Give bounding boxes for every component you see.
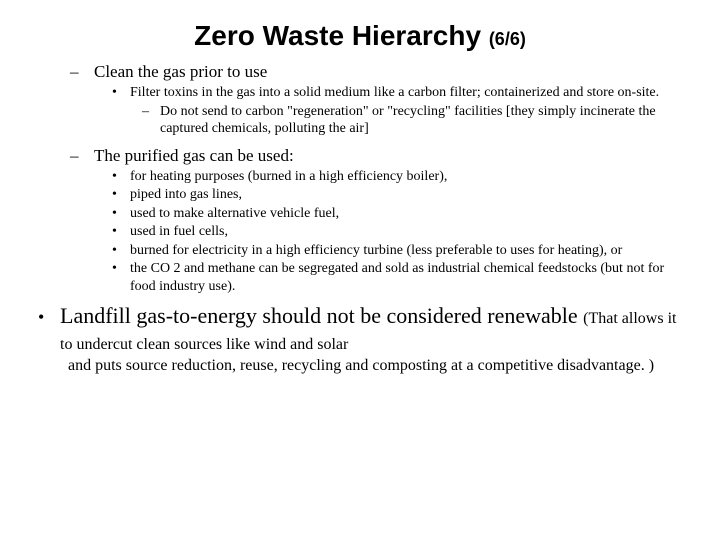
list-item-label: Landfill gas-to-energy should not be con…	[60, 303, 690, 356]
landfill-main-text: Landfill gas-to-energy should not be con…	[60, 303, 578, 328]
list-item: • piped into gas lines,	[112, 186, 690, 204]
dot-bullet: •	[112, 260, 130, 295]
list-item-label: Filter toxins in the gas into a solid me…	[130, 84, 659, 102]
list-item: – Do not send to carbon "regeneration" o…	[142, 103, 690, 138]
sub-sublist: – Do not send to carbon "regeneration" o…	[142, 103, 690, 138]
list-item-label: piped into gas lines,	[130, 186, 242, 204]
list-item-label: burned for electricity in a high efficie…	[130, 242, 622, 260]
list-item-label: used to make alternative vehicle fuel,	[130, 205, 339, 223]
list-item: – The purified gas can be used:	[70, 146, 690, 166]
list-item: • for heating purposes (burned in a high…	[112, 168, 690, 186]
sublist: • for heating purposes (burned in a high…	[112, 168, 690, 296]
list-item-label: Do not send to carbon "regeneration" or …	[160, 103, 690, 138]
section-purified-gas: – The purified gas can be used: • for he…	[70, 146, 690, 296]
title-page-number: (6/6)	[489, 29, 526, 49]
list-item: • Landfill gas-to-energy should not be c…	[38, 303, 690, 356]
list-item-label: The purified gas can be used:	[94, 146, 294, 166]
dot-bullet: •	[112, 242, 130, 260]
list-item-label: Clean the gas prior to use	[94, 62, 267, 82]
list-item-label: for heating purposes (burned in a high e…	[130, 168, 447, 186]
landfill-continuation: and puts source reduction, reuse, recycl…	[68, 356, 690, 376]
list-item: • used in fuel cells,	[112, 223, 690, 241]
list-item-label: used in fuel cells,	[130, 223, 228, 241]
list-item: • the CO 2 and methane can be segregated…	[112, 260, 690, 295]
list-item: • burned for electricity in a high effic…	[112, 242, 690, 260]
slide-title: Zero Waste Hierarchy (6/6)	[30, 20, 690, 52]
list-item: • Filter toxins in the gas into a solid …	[112, 84, 690, 102]
list-item-label: the CO 2 and methane can be segregated a…	[130, 260, 690, 295]
dash-bullet: –	[70, 146, 94, 166]
slide-content: – Clean the gas prior to use • Filter to…	[30, 62, 690, 376]
dot-bullet: •	[112, 168, 130, 186]
dot-bullet: •	[112, 186, 130, 204]
dot-bullet: •	[112, 205, 130, 223]
section-clean-gas: – Clean the gas prior to use • Filter to…	[70, 62, 690, 138]
dot-bullet: •	[112, 84, 130, 102]
title-main: Zero Waste Hierarchy	[194, 20, 481, 51]
list-item: – Clean the gas prior to use	[70, 62, 690, 82]
section-landfill: • Landfill gas-to-energy should not be c…	[38, 303, 690, 376]
sublist: • Filter toxins in the gas into a solid …	[112, 84, 690, 138]
dot-bullet: •	[38, 303, 60, 356]
list-item: • used to make alternative vehicle fuel,	[112, 205, 690, 223]
dot-bullet: •	[112, 223, 130, 241]
dash-bullet: –	[70, 62, 94, 82]
dash-bullet: –	[142, 103, 160, 138]
